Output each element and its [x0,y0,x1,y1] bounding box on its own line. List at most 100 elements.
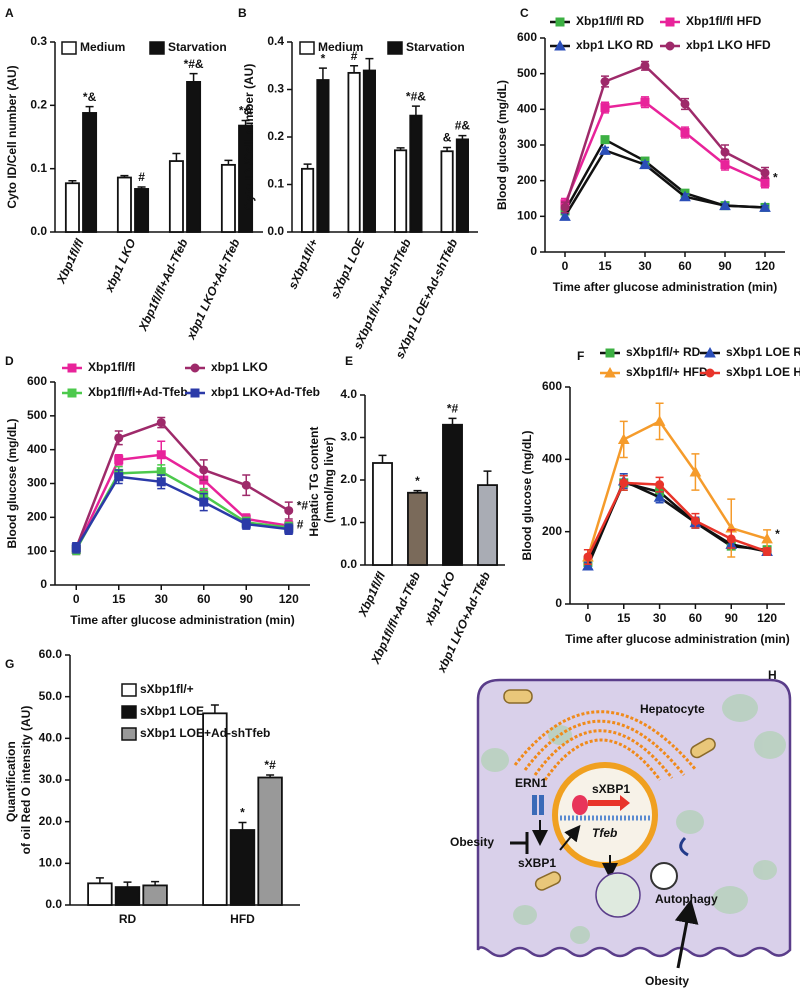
annotation: * [240,806,245,820]
legend-swatch [121,727,137,741]
mitochondria [503,689,716,891]
bar [220,163,236,233]
y-tick-label: 0.0 [340,557,357,571]
y-axis-label: Cyto ID /Cell number (AU) [242,64,256,211]
organelles [481,694,786,944]
y-tick-label: 0.2 [30,98,47,112]
receptor-label: ERN1 [515,776,547,790]
x-tick-label: 30 [155,592,169,606]
bar [409,114,423,233]
marker [720,147,730,157]
y-tick-label: 0.1 [30,161,47,175]
process-label: Autophagy [655,892,718,906]
x-tick-label: 90 [725,611,739,625]
legend-label: sXbp1fl/+ RD [626,345,701,359]
nucleus [552,762,658,868]
protein [572,795,588,815]
marker [199,465,209,475]
y-tick-label: 500 [517,66,537,80]
error-bar [458,134,467,140]
legend-marker [704,346,716,358]
x-axis-label: Time after glucose administration (min) [70,613,294,627]
y-axis-label: Cyto ID/Cell number (AU) [5,65,19,208]
arrow [674,899,699,969]
error-bar [241,119,250,126]
bar [407,491,428,566]
chart-b: B 0.0 0.1 0.2 0.3 0.4 Cyto ID /Cell number (AU… [238,6,478,361]
bar [442,423,463,566]
autophagosome [595,872,641,918]
legend-label: Medium [80,40,125,54]
annotation: * [775,527,780,541]
annotation: * [415,474,420,488]
error-bar [448,417,457,425]
legend-marker [554,39,566,51]
annotation: # [297,517,304,531]
line [75,421,290,549]
x-tick-label: Xbp1fl/fl [53,236,86,286]
x-tick-label: 0 [562,259,569,273]
y-tick-label: 3.0 [340,430,357,444]
legend-label: Xbp1fl/fl RD [576,14,644,28]
x-axis-label: Time after glucose administration (min) [565,632,789,646]
panel-label: B [238,6,247,20]
y-tick-label: 50.0 [39,689,63,703]
y-axis-label: Quantification of oil Red O intensity (A… [4,706,33,855]
line [563,100,766,205]
y-tick-label: 300 [517,137,537,151]
cell-label: Hepatocyte [640,702,705,716]
marker [679,190,691,202]
marker [639,158,651,170]
line [586,479,768,567]
error-bar [95,877,104,884]
legend-marker [555,17,565,27]
marker [600,77,610,87]
marker [156,418,166,428]
y-tick-label: 60.0 [39,647,63,661]
x-tick-label: 90 [718,259,732,273]
marker [284,524,294,534]
legend-label: Xbp1fl/fl+Ad-Tfeb [88,385,188,399]
error-bar [224,159,233,165]
legend-label: Medium [318,40,363,54]
error-bar [238,821,247,830]
x-tick-label: sXbp1fl/+ [285,237,320,292]
bar [202,712,228,906]
x-tick-label: xbp1 LKO+Ad-Tfeb [183,237,242,343]
legend-swatch [121,683,137,697]
y-tick-label: 0.0 [267,224,284,238]
y-tick-label: 10.0 [39,856,63,870]
marker [560,202,570,212]
y-tick-label: 400 [542,452,562,466]
y-tick-label: 30.0 [39,772,63,786]
marker [619,478,629,488]
marker [680,99,690,109]
x-tick-label: 0 [585,611,592,625]
chart-g: G 0.0 10.0 20.0 30.0 40.0 50.0 60.0 Quantificati… [4,647,300,926]
bar [257,776,283,906]
legend-label: sXbp1 LOE HFD [726,365,800,379]
line [586,481,768,563]
marker [156,450,166,460]
annotation: #& [455,119,471,133]
marker [655,480,665,490]
marker [71,543,81,553]
marker [582,559,594,571]
error-bar [350,65,359,73]
y-tick-label: 200 [517,173,537,187]
annotation: # [138,170,145,184]
y-axis-label: Hepatic TG content (nmol/mg liver) [307,423,336,536]
legend-label: sXbp1fl/+ HFD [626,365,708,379]
x-tick-label: RD [119,912,137,926]
y-tick-label: 0 [555,596,562,610]
panel-label: A [5,6,14,20]
panel-label: E [345,354,353,368]
x-tick-label: xbp1 LKO [102,236,139,295]
error-bar [483,470,492,486]
x-tick-label: sXbp1 LOE [328,236,368,301]
error-bar [443,146,452,152]
marker [114,472,124,482]
